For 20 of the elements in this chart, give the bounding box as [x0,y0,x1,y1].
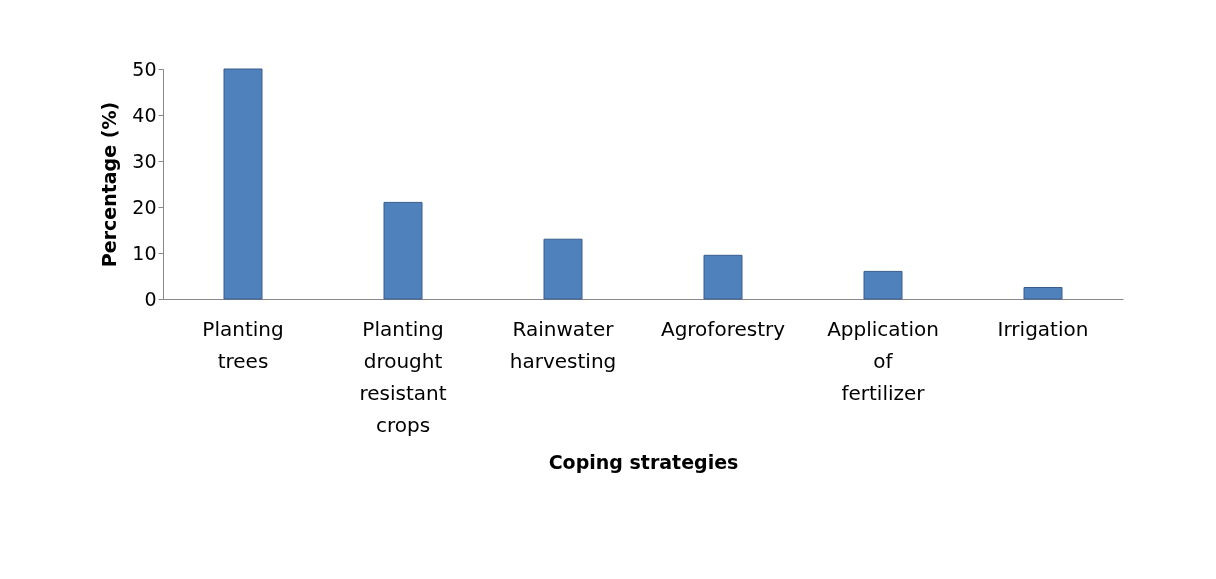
y-tick-label: 20 [132,195,157,218]
x-tick-label: Planting trees [202,316,284,373]
bar [863,270,903,300]
bar [703,254,743,300]
bar [223,68,263,300]
bar [543,238,583,300]
x-tick-label: Agroforestry [660,316,786,341]
y-tick-label: 50 [132,57,157,80]
y-tick-label: 30 [132,149,157,172]
y-tick-label: 10 [132,241,157,264]
x-tick-label: Irrigation [997,316,1089,341]
y-axis-title: Percentage (%) [98,101,121,268]
y-tick-label: 40 [132,103,157,126]
bar [1023,287,1063,300]
y-tick-label: 0 [144,287,157,310]
x-tick-label: Planting drought resistant crops [359,316,447,437]
x-axis-title: Coping strategies [548,450,739,473]
bar [383,201,423,300]
x-tick-label: Rainwater harvesting [509,316,617,373]
x-tick-label: Application of fertilizer [827,316,939,405]
